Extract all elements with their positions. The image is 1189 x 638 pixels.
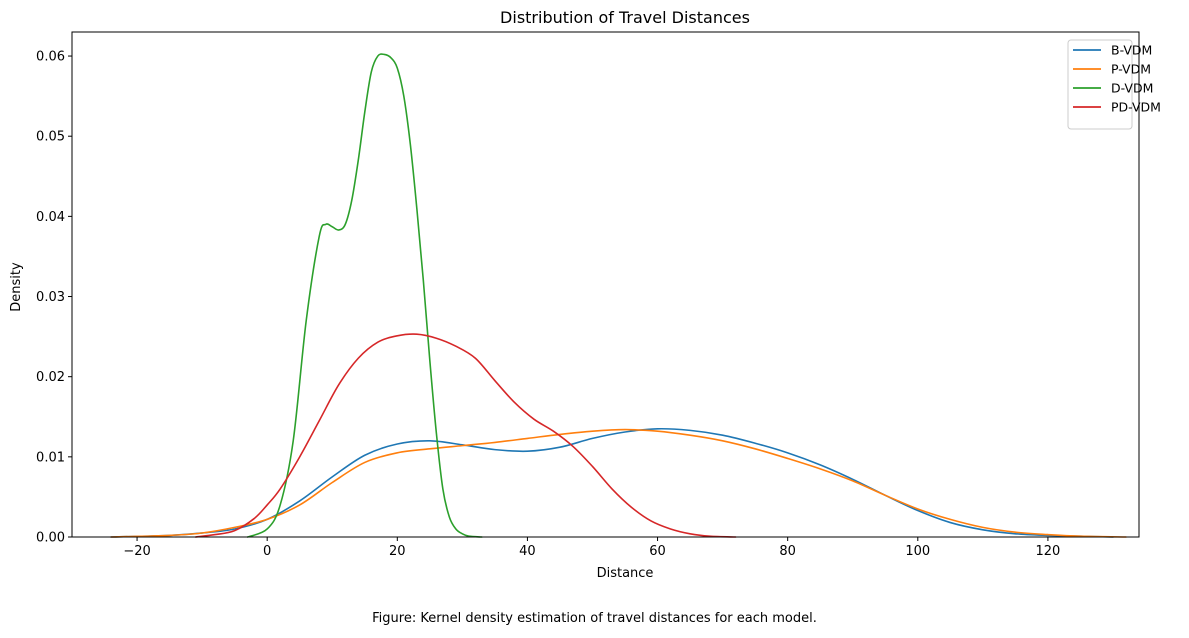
- x-tick-label: 80: [779, 544, 796, 559]
- kde-chart: Distribution of Travel Distances −20 0 20 4…: [0, 0, 1189, 610]
- x-tick-label: 60: [649, 544, 666, 559]
- y-axis-ticks: 0.00 0.01 0.02 0.03 0.04 0.05 0.06: [36, 50, 72, 546]
- y-axis-label: Density: [9, 262, 24, 312]
- legend-label-p-vdm: P-VDM: [1111, 62, 1151, 77]
- y-tick-label: 0.00: [36, 531, 65, 546]
- x-tick-label: −20: [123, 544, 150, 559]
- legend: B-VDM P-VDM D-VDM PD-VDM: [1067, 39, 1161, 130]
- series-line-d-vdm: [246, 53, 483, 538]
- plot-lines: [110, 53, 1127, 538]
- series-line-pd-vdm: [194, 333, 737, 538]
- figure-caption: Figure: Kernel density estimation of tra…: [372, 611, 817, 626]
- chart-title: Distribution of Travel Distances: [500, 8, 750, 27]
- plot-frame: [71, 31, 1140, 538]
- chart-background: [0, 0, 1189, 610]
- y-tick-label: 0.04: [36, 210, 65, 225]
- legend-label-pd-vdm: PD-VDM: [1111, 100, 1161, 115]
- x-tick-label: 0: [263, 544, 271, 559]
- y-tick-label: 0.01: [36, 450, 65, 465]
- x-tick-label: 20: [389, 544, 406, 559]
- x-axis-label: Distance: [597, 566, 654, 581]
- y-tick-label: 0.03: [36, 290, 65, 305]
- legend-label-b-vdm: B-VDM: [1111, 43, 1152, 58]
- series-line-b-vdm: [110, 427, 1114, 538]
- y-tick-label: 0.02: [36, 370, 65, 385]
- y-tick-label: 0.06: [36, 50, 65, 65]
- x-tick-label: 100: [905, 544, 930, 559]
- y-tick-label: 0.05: [36, 130, 65, 145]
- x-tick-label: 120: [1036, 544, 1061, 559]
- x-axis-ticks: −20 0 20 40 60 80 100 120: [123, 537, 1060, 559]
- x-tick-label: 40: [519, 544, 536, 559]
- legend-label-d-vdm: D-VDM: [1111, 81, 1153, 96]
- series-line-p-vdm: [110, 428, 1127, 538]
